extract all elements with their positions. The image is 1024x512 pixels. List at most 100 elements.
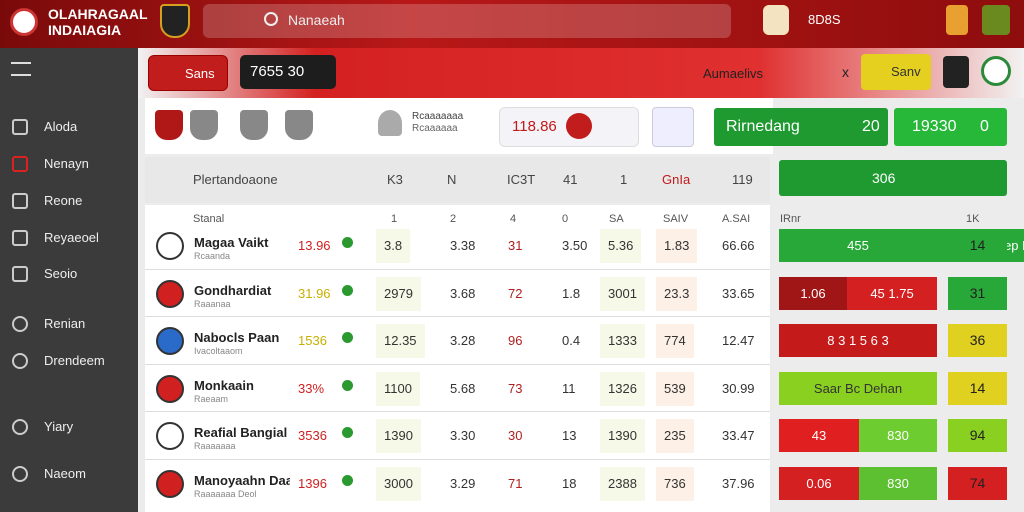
- logo-text: INDAIAGIA: [48, 22, 122, 38]
- team-name: Gondhardiat: [194, 282, 272, 298]
- button[interactable]: Sans: [148, 55, 228, 91]
- odd[interactable]: 12.47: [714, 324, 763, 358]
- odd[interactable]: 3.29: [442, 466, 484, 501]
- odd[interactable]: 30: [500, 419, 531, 453]
- bar-segment[interactable]: 45 1.75: [847, 276, 937, 310]
- team-logo: [566, 113, 592, 139]
- odd[interactable]: 3.8: [376, 229, 411, 263]
- sidebar-item[interactable]: Yiary: [44, 419, 74, 434]
- odd[interactable]: 1.8: [554, 276, 589, 311]
- odd[interactable]: 3.50: [554, 229, 596, 263]
- odd[interactable]: 11: [554, 371, 584, 406]
- small-box[interactable]: 94: [948, 419, 1007, 452]
- sidebar-icon: [12, 156, 28, 172]
- team-logo: [652, 107, 694, 147]
- odd[interactable]: 3.38: [442, 229, 484, 263]
- odd[interactable]: 3.28: [442, 324, 484, 358]
- odd[interactable]: 5.68: [442, 371, 484, 406]
- bar-segment[interactable]: 8 3 1 5 6 3: [779, 324, 937, 357]
- sidebar-item[interactable]: Drendeem: [44, 353, 105, 368]
- bar-segment[interactable]: 830: [859, 466, 937, 500]
- odd[interactable]: 1333: [600, 324, 645, 358]
- search-icon: [264, 12, 278, 26]
- bar-segment[interactable]: 1.06: [779, 276, 847, 310]
- odd[interactable]: 71: [500, 466, 531, 501]
- team-logo: [156, 469, 184, 498]
- odd[interactable]: 3536: [290, 419, 335, 453]
- odd[interactable]: 37.96: [714, 466, 763, 501]
- odd[interactable]: 3.68: [442, 276, 484, 311]
- odd[interactable]: 1.83: [656, 229, 698, 263]
- odd[interactable]: 736: [656, 466, 694, 501]
- sidebar-icon: [12, 466, 28, 482]
- badge: [982, 5, 1010, 35]
- sidebar-item[interactable]: Nenayn: [44, 156, 89, 171]
- sidebar-item[interactable]: Reone: [44, 193, 83, 208]
- odd[interactable]: 0.4: [554, 324, 589, 358]
- odd[interactable]: 1326: [600, 371, 645, 406]
- odd[interactable]: 31: [500, 229, 531, 263]
- team-logo: [156, 374, 184, 403]
- team-sub: Raaanaa: [194, 298, 231, 309]
- odd[interactable]: 235: [656, 419, 694, 453]
- odd[interactable]: 18: [554, 466, 585, 501]
- odd[interactable]: 3001: [600, 276, 645, 311]
- small-box[interactable]: 14: [948, 229, 1007, 262]
- odd[interactable]: 1100: [376, 371, 420, 406]
- odd[interactable]: 33.47: [714, 419, 763, 453]
- sidebar-item[interactable]: Reyaeoel: [44, 230, 99, 245]
- bar-segment[interactable]: 43: [779, 419, 859, 452]
- odd[interactable]: 73: [500, 371, 531, 406]
- odd[interactable]: 1390: [376, 419, 421, 453]
- odd[interactable]: 774: [656, 324, 694, 358]
- column-header: Stanal: [193, 213, 225, 225]
- odd[interactable]: 1536: [290, 324, 335, 358]
- small-box[interactable]: 74: [948, 466, 1007, 500]
- odd[interactable]: 3000: [376, 466, 421, 501]
- odd[interactable]: 30.99: [714, 371, 763, 406]
- row-divider: [145, 316, 770, 317]
- odd[interactable]: 31.96: [290, 276, 339, 311]
- sidebar-item[interactable]: Renian: [44, 316, 86, 331]
- bar-segment[interactable]: 830: [859, 419, 937, 452]
- odd[interactable]: 539: [656, 371, 694, 406]
- odd[interactable]: 5.36: [600, 229, 642, 263]
- search-bar[interactable]: [203, 4, 731, 38]
- team-logo: [156, 327, 184, 355]
- odd[interactable]: 2388: [600, 466, 645, 501]
- sidebar-item[interactable]: Seoio: [44, 266, 78, 281]
- odd[interactable]: 23.3: [656, 276, 698, 311]
- summary-value: 41: [563, 172, 578, 187]
- sidebar-item[interactable]: Aloda: [44, 119, 78, 134]
- bar-segment[interactable]: 455: [779, 229, 937, 262]
- bar-segment[interactable]: Saar Bc Dehan: [779, 371, 937, 405]
- row-divider: [145, 411, 770, 412]
- search-box[interactable]: 7655 30: [240, 55, 336, 89]
- badge: [943, 56, 969, 88]
- column-header: IRnr: [780, 213, 801, 225]
- close[interactable]: x: [842, 64, 849, 80]
- odd[interactable]: 1390: [600, 419, 645, 453]
- odd[interactable]: 33.65: [714, 276, 763, 311]
- small-box[interactable]: 36: [948, 324, 1007, 357]
- odd[interactable]: 72: [500, 276, 531, 311]
- green-text: 19330: [912, 118, 957, 135]
- small-box[interactable]: 31: [948, 276, 1007, 310]
- sidebar-icon: [12, 119, 28, 135]
- sidebar-icon: [12, 353, 28, 369]
- odd[interactable]: 12.35: [376, 324, 425, 358]
- odd[interactable]: 13: [554, 419, 585, 453]
- odd[interactable]: 3.30: [442, 419, 484, 453]
- button[interactable]: Sanv: [861, 54, 931, 90]
- odd[interactable]: 96: [500, 324, 531, 358]
- sidebar-icon: [12, 266, 28, 282]
- odd[interactable]: 13.96: [290, 229, 339, 263]
- small-box[interactable]: 14: [948, 371, 1007, 405]
- sidebar-item[interactable]: Naeom: [44, 466, 86, 481]
- bar-segment[interactable]: 0.06: [779, 466, 859, 500]
- odd[interactable]: 1396: [290, 466, 335, 501]
- column-header: SAIV: [663, 213, 689, 225]
- odd[interactable]: 33%: [290, 371, 333, 406]
- odd[interactable]: 66.66: [714, 229, 763, 263]
- odd[interactable]: 2979: [376, 276, 421, 311]
